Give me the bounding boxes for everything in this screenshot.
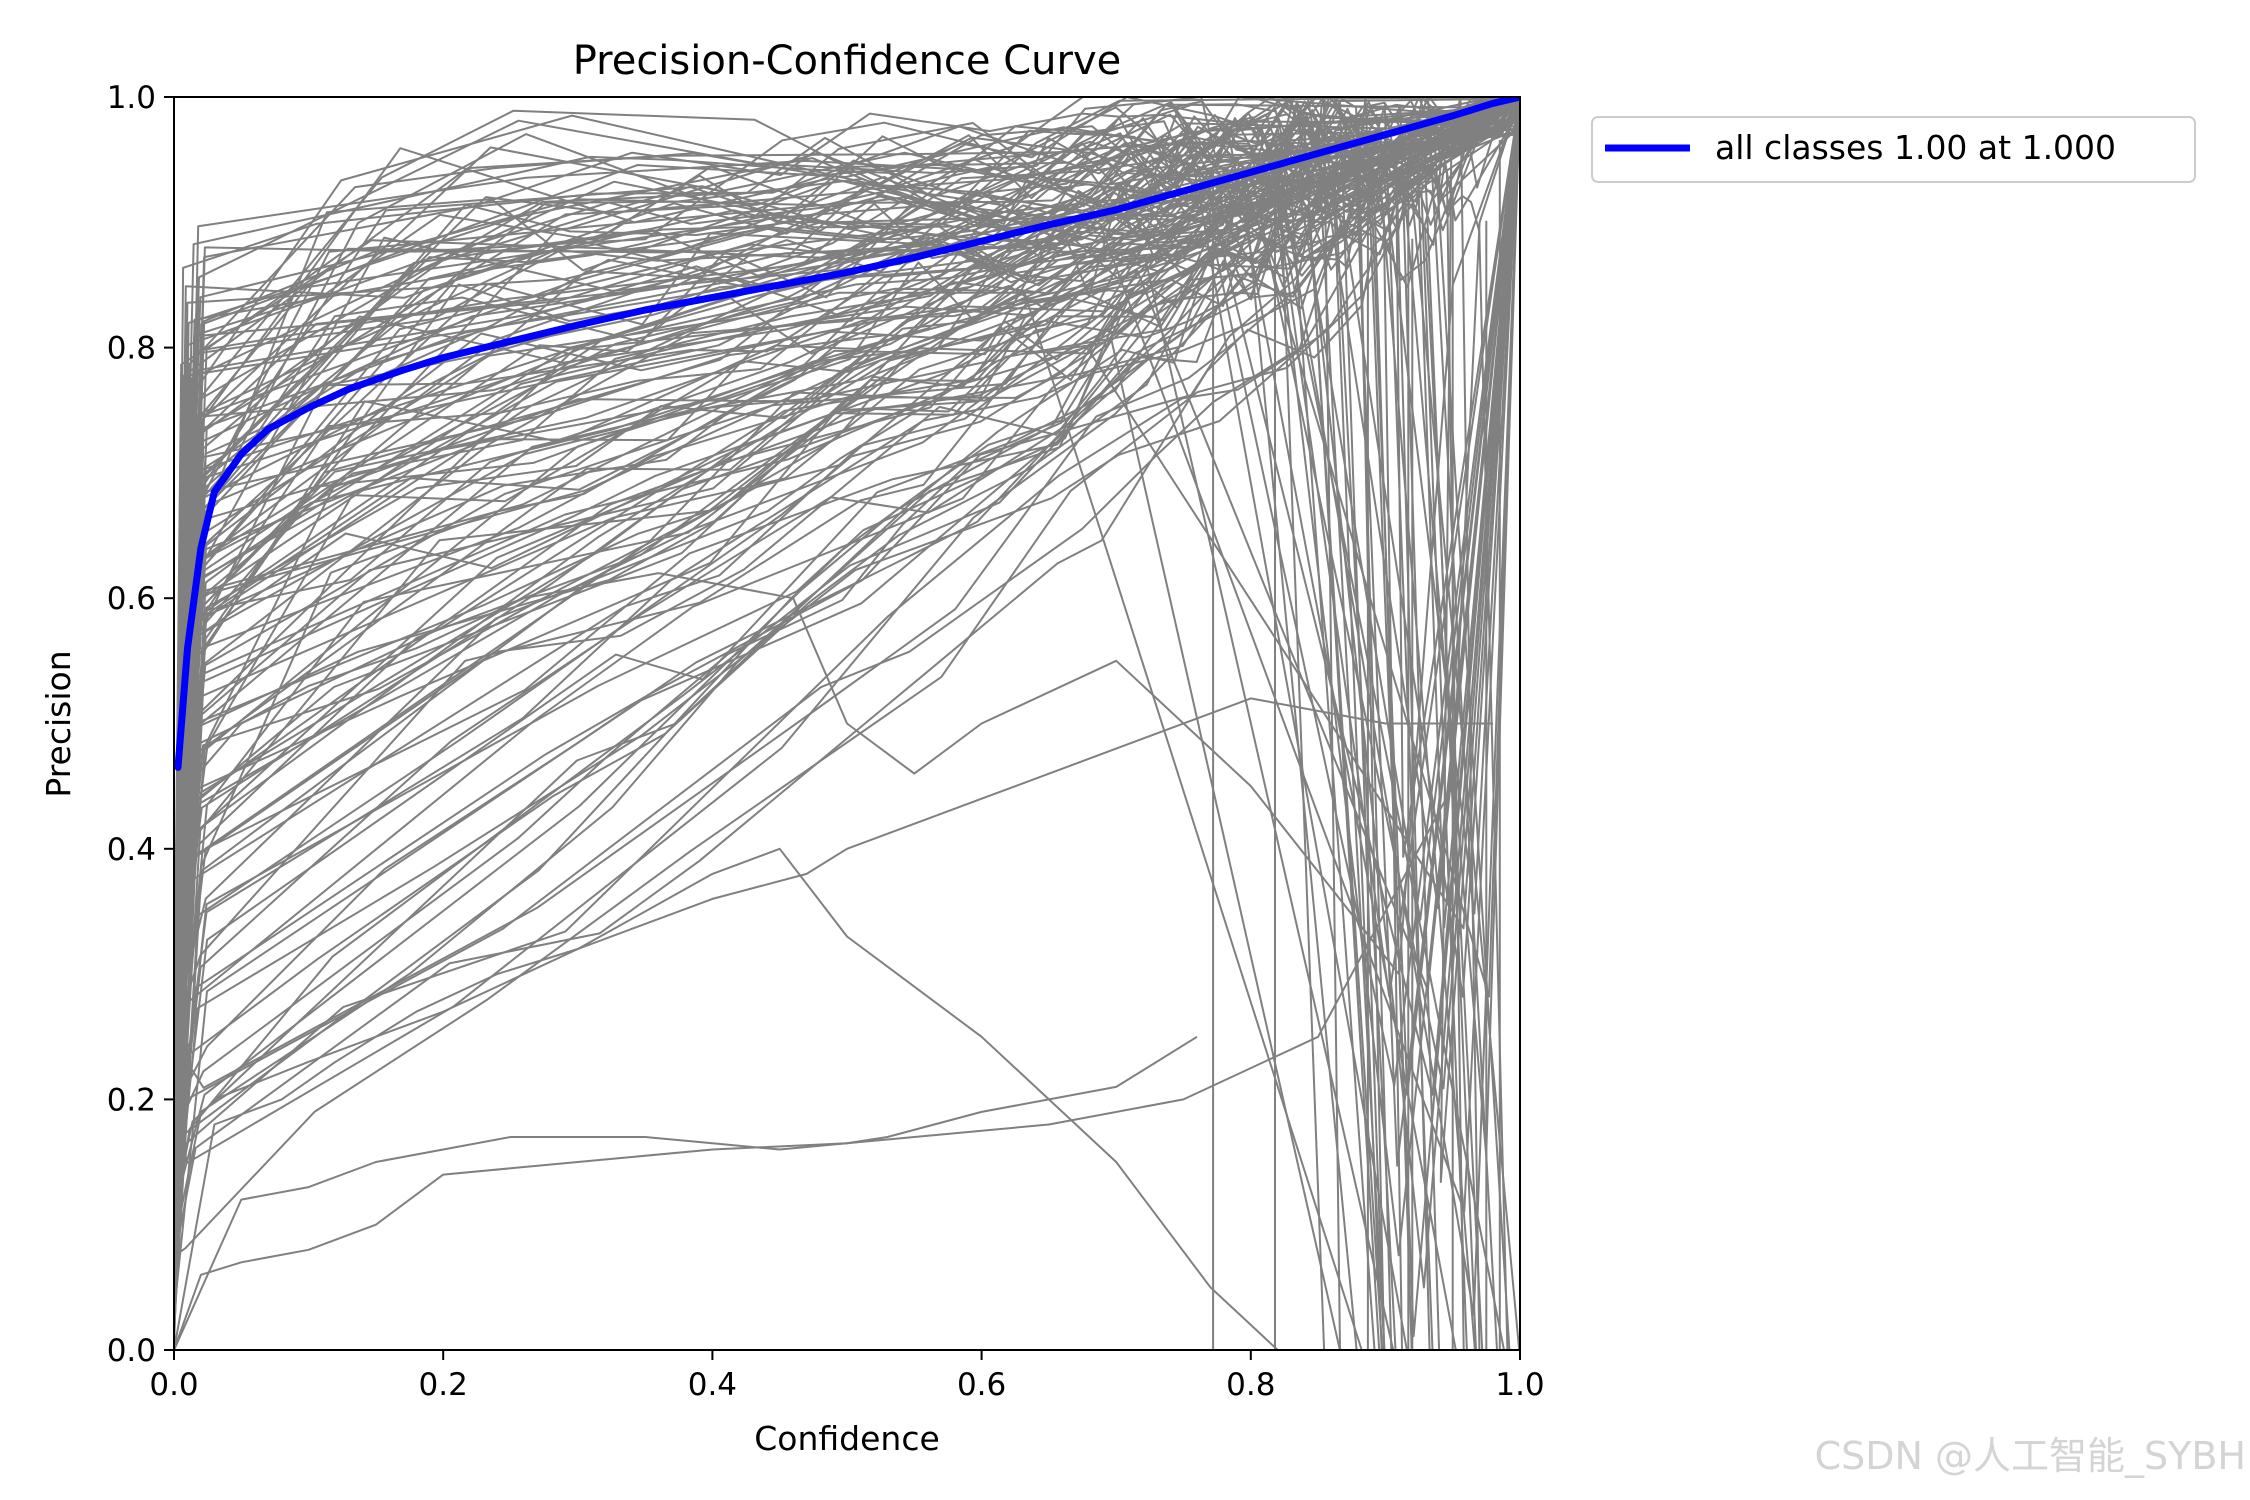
class-curve [214,847,1279,1350]
plot-frame [173,96,1521,1351]
class-curve [174,157,1520,1350]
legend-box [1591,116,2196,183]
x-axis-ticks: 0.0 0.2 0.4 0.6 0.8 1.0 [149,1350,1545,1403]
y-tick-label: 0.0 [107,1333,156,1369]
class-curve [174,97,1520,1318]
class-curve [174,97,1520,1290]
x-tick-label: 1.0 [1495,1367,1544,1403]
class-curve [174,138,1403,1350]
chart-title: Precision-Confidence Curve [573,38,1122,84]
class-curve [174,97,1520,1160]
per-class-curves [174,97,1520,1350]
x-tick-label: 0.2 [419,1367,468,1403]
class-curve [174,97,1520,1038]
class-curve [174,97,1520,1177]
all-classes-curve [174,97,1520,771]
x-tick-label: 0.6 [957,1367,1006,1403]
y-tick-label: 1.0 [107,80,156,116]
watermark: CSDN @人工智能_SYBH [1814,1434,2246,1478]
class-curve [174,105,1441,1350]
class-curve [174,97,1520,1257]
class-curve [174,125,1408,1350]
class-curve [174,97,1520,1165]
class-curve [174,97,1520,1169]
class-curve [174,198,1484,1350]
y-axis-label: Precision [39,650,78,797]
class-curve [174,97,1520,1228]
class-curve [174,291,1363,1350]
class-curve [174,97,1520,1136]
x-tick-label: 0.4 [688,1367,737,1403]
class-curve [174,97,1520,1252]
class-curve [174,97,1520,1208]
class-curve [174,97,1520,1286]
class-curve [174,97,1520,1276]
all-classes-series [174,97,1520,771]
class-curve [174,97,1520,1295]
legend: all classes 1.00 at 1.000 [1591,116,2196,183]
class-curve [174,115,1358,1350]
class-curve [174,97,1520,1054]
class-curve [174,97,1520,1240]
y-axis-ticks: 0.0 0.2 0.4 0.6 0.8 1.0 [107,80,174,1369]
class-curve [174,97,1520,1214]
class-curve [174,97,1520,1227]
x-tick-label: 0.8 [1226,1367,1275,1403]
class-curve [174,97,1520,1194]
x-axis-label: Confidence [754,1419,940,1458]
class-curve [174,97,1520,1026]
class-curve [174,97,1520,1332]
class-curve [174,97,1520,1257]
legend-label: all classes 1.00 at 1.000 [1715,128,2116,167]
class-curve [174,97,1520,1177]
x-tick-label: 0.0 [149,1367,198,1403]
class-curve [174,97,1520,1167]
class-curve [174,1035,1198,1350]
y-tick-label: 0.4 [107,832,156,868]
class-curve [174,697,1494,1350]
class-curve [174,97,1520,1246]
y-tick-label: 0.6 [107,581,156,617]
y-tick-label: 0.2 [107,1082,156,1118]
class-curve [174,238,1395,1350]
class-curve [174,97,1520,995]
class-curve [174,163,1397,1350]
y-tick-label: 0.8 [107,331,156,367]
class-curve [174,97,1381,1350]
class-curve [174,97,1520,1264]
